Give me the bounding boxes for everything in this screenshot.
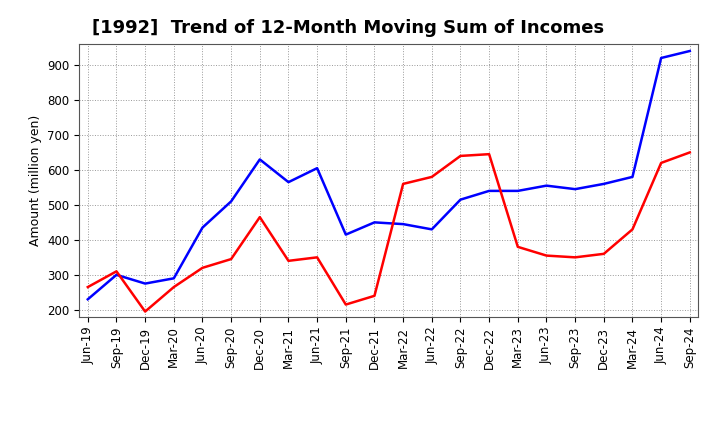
Net Income (456, 153, 465, 158)
Net Income (428, 174, 436, 180)
Net Income (112, 269, 121, 274)
Net Income (513, 244, 522, 249)
Ordinary Income (198, 225, 207, 230)
Net Income (256, 214, 264, 220)
Y-axis label: Amount (million yen): Amount (million yen) (29, 115, 42, 246)
Ordinary Income (657, 55, 665, 61)
Text: [1992]  Trend of 12-Month Moving Sum of Incomes: [1992] Trend of 12-Month Moving Sum of I… (91, 19, 603, 37)
Ordinary Income (456, 197, 465, 202)
Ordinary Income (485, 188, 493, 194)
Net Income (542, 253, 551, 258)
Ordinary Income (141, 281, 150, 286)
Net Income (198, 265, 207, 271)
Ordinary Income (84, 297, 92, 302)
Net Income (600, 251, 608, 257)
Net Income (141, 309, 150, 314)
Ordinary Income (428, 227, 436, 232)
Ordinary Income (399, 221, 408, 227)
Ordinary Income (571, 187, 580, 192)
Ordinary Income (312, 165, 321, 171)
Ordinary Income (685, 48, 694, 54)
Line: Net Income: Net Income (88, 152, 690, 312)
Net Income (571, 255, 580, 260)
Net Income (628, 227, 636, 232)
Ordinary Income (256, 157, 264, 162)
Ordinary Income (284, 180, 293, 185)
Net Income (84, 284, 92, 290)
Ordinary Income (169, 276, 178, 281)
Net Income (485, 151, 493, 157)
Ordinary Income (370, 220, 379, 225)
Ordinary Income (227, 199, 235, 204)
Ordinary Income (112, 272, 121, 278)
Net Income (341, 302, 350, 307)
Net Income (227, 257, 235, 262)
Ordinary Income (600, 181, 608, 187)
Ordinary Income (513, 188, 522, 194)
Net Income (657, 160, 665, 165)
Ordinary Income (542, 183, 551, 188)
Net Income (399, 181, 408, 187)
Net Income (685, 150, 694, 155)
Net Income (169, 284, 178, 290)
Ordinary Income (628, 174, 636, 180)
Net Income (284, 258, 293, 264)
Line: Ordinary Income: Ordinary Income (88, 51, 690, 299)
Ordinary Income (341, 232, 350, 237)
Net Income (312, 255, 321, 260)
Net Income (370, 293, 379, 298)
